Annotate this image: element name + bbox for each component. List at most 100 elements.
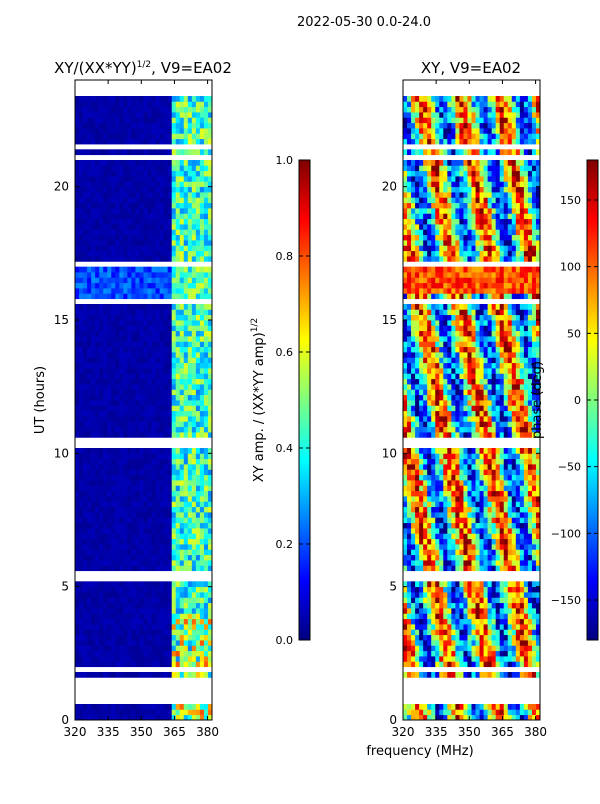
heatmap-cell — [472, 645, 476, 651]
heatmap-cell — [528, 645, 532, 651]
heatmap-cell — [83, 373, 87, 379]
heatmap-cell — [532, 555, 536, 561]
heatmap-cell — [188, 315, 192, 321]
heatmap-cell — [415, 517, 419, 523]
heatmap-cell — [512, 517, 516, 523]
heatmap-cell — [188, 187, 192, 193]
heatmap-cell — [152, 117, 156, 123]
heatmap-cell — [192, 635, 196, 641]
heatmap-cell — [200, 149, 204, 155]
heatmap-cell — [520, 592, 524, 598]
heatmap-cell — [135, 544, 139, 550]
heatmap-cell — [83, 171, 87, 177]
heatmap-cell — [184, 459, 188, 465]
heatmap-cell — [192, 491, 196, 497]
heatmap-cell — [204, 651, 208, 657]
heatmap-cell — [476, 555, 480, 561]
heatmap-cell — [184, 256, 188, 262]
heatmap-cell — [476, 507, 480, 513]
heatmap-cell — [144, 224, 148, 230]
heatmap-cell — [107, 405, 111, 411]
heatmap-cell — [200, 635, 204, 641]
heatmap-cell — [480, 635, 484, 641]
heatmap-cell — [407, 661, 411, 667]
heatmap-cell — [184, 464, 188, 470]
heatmap-cell — [95, 624, 99, 630]
heatmap-cell — [83, 651, 87, 657]
heatmap-cell — [500, 709, 504, 715]
heatmap-cell — [148, 421, 152, 427]
heatmap-cell — [176, 427, 180, 433]
heatmap-cell — [204, 608, 208, 614]
heatmap-cell — [135, 672, 139, 678]
heatmap-cell — [75, 171, 79, 177]
heatmap-cell — [431, 640, 435, 646]
heatmap-cell — [135, 581, 139, 587]
heatmap-cell — [87, 208, 91, 214]
heatmap-cell — [144, 357, 148, 363]
heatmap-cell — [107, 496, 111, 502]
heatmap-cell — [95, 331, 99, 337]
heatmap-cell — [180, 368, 184, 374]
heatmap-cell — [107, 464, 111, 470]
heatmap-cell — [123, 656, 127, 662]
heatmap-cell — [419, 640, 423, 646]
heatmap-cell — [139, 283, 143, 289]
heatmap-cell — [160, 256, 164, 262]
heatmap-cell — [532, 709, 536, 715]
heatmap-cell — [148, 608, 152, 614]
heatmap-cell — [423, 453, 427, 459]
heatmap-cell — [423, 587, 427, 593]
heatmap-cell — [415, 560, 419, 566]
heatmap-cell — [204, 587, 208, 593]
heatmap-cell — [79, 651, 83, 657]
heatmap-cell — [127, 288, 131, 294]
heatmap-cell — [75, 672, 79, 678]
heatmap-cell — [148, 587, 152, 593]
heatmap-cell — [135, 613, 139, 619]
heatmap-cell — [91, 480, 95, 486]
heatmap-cell — [131, 187, 135, 193]
heatmap-cell — [176, 395, 180, 401]
heatmap-cell — [528, 624, 532, 630]
heatmap-cell — [87, 645, 91, 651]
heatmap-cell — [204, 459, 208, 465]
heatmap-cell — [176, 517, 180, 523]
heatmap-cell — [135, 645, 139, 651]
heatmap-cell — [443, 560, 447, 566]
heatmap-cell — [180, 245, 184, 251]
heatmap-cell — [123, 251, 127, 257]
x-tick-label: 350 — [130, 725, 153, 739]
heatmap-cell — [99, 485, 103, 491]
heatmap-cell — [107, 432, 111, 438]
heatmap-cell — [427, 549, 431, 555]
heatmap-cell — [111, 293, 115, 299]
heatmap-cell — [127, 656, 131, 662]
heatmap-cell — [119, 704, 123, 710]
heatmap-cell — [512, 507, 516, 513]
heatmap-cell — [87, 517, 91, 523]
heatmap-cell — [123, 192, 127, 198]
heatmap-cell — [95, 389, 99, 395]
heatmap-cell — [200, 101, 204, 107]
heatmap-cell — [172, 368, 176, 374]
heatmap-cell — [107, 304, 111, 310]
heatmap-cell — [403, 549, 407, 555]
heatmap-cell — [131, 320, 135, 326]
heatmap-cell — [407, 651, 411, 657]
heatmap-cell — [415, 592, 419, 598]
heatmap-cell — [144, 421, 148, 427]
heatmap-cell — [115, 224, 119, 230]
heatmap-cell — [172, 453, 176, 459]
heatmap-cell — [152, 464, 156, 470]
heatmap-cell — [532, 581, 536, 587]
heatmap-cell — [168, 123, 172, 129]
heatmap-cell — [164, 133, 168, 139]
heatmap-cell — [75, 240, 79, 246]
heatmap-cell — [180, 187, 184, 193]
heatmap-cell — [184, 384, 188, 390]
heatmap-cell — [200, 128, 204, 134]
heatmap-cell — [152, 160, 156, 166]
heatmap-cell — [168, 277, 172, 283]
heatmap-cell — [111, 640, 115, 646]
